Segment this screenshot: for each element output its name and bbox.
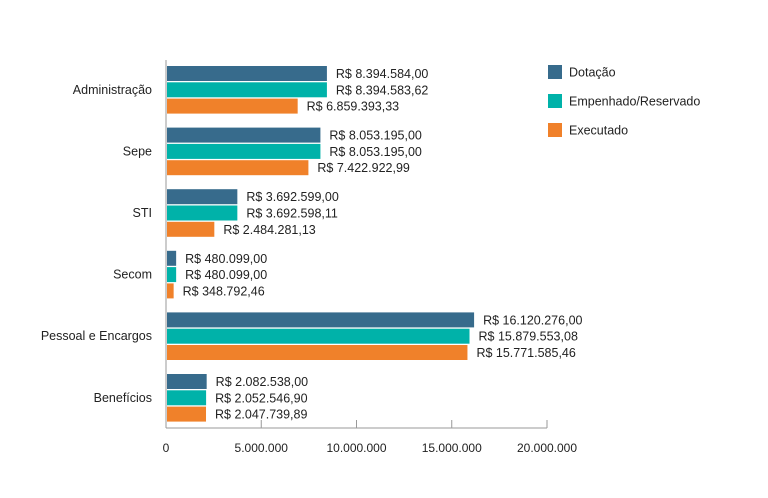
bar-dota-o [167, 189, 238, 205]
bar-executado [167, 98, 298, 114]
bar-executado [167, 221, 215, 237]
data-label: R$ 2.047.739,89 [215, 408, 307, 422]
bar-empenhado-reservado [167, 328, 470, 344]
legend-swatch [548, 94, 562, 108]
legend-swatch [548, 123, 562, 137]
data-label: R$ 3.692.598,11 [246, 207, 338, 221]
data-label: R$ 480.099,00 [185, 268, 267, 282]
data-label: R$ 2.484.281,13 [223, 223, 315, 237]
bar-dota-o [167, 250, 177, 266]
x-tick-label: 10.000.000 [326, 441, 386, 455]
bar-empenhado-reservado [167, 143, 321, 159]
legend-swatch [548, 65, 562, 79]
category-label: STI [133, 206, 152, 220]
data-label: R$ 15.879.553,08 [479, 330, 578, 344]
data-label: R$ 7.422.922,99 [317, 161, 409, 175]
data-label: R$ 6.859.393,33 [307, 100, 399, 114]
bar-dota-o [167, 66, 327, 81]
data-label: R$ 16.120.276,00 [483, 313, 582, 327]
x-tick-label: 0 [163, 441, 170, 455]
bar-dota-o [167, 127, 321, 143]
legend-label: Empenhado/Reservado [569, 95, 700, 109]
legend-label: Executado [569, 124, 628, 138]
category-label: Administração [73, 83, 152, 97]
bar-executado [167, 406, 207, 422]
bar-executado [167, 283, 174, 299]
data-label: R$ 3.692.599,00 [246, 190, 338, 204]
data-label: R$ 8.053.195,00 [329, 145, 421, 159]
bar-executado [167, 345, 468, 360]
data-label: R$ 2.052.546,90 [215, 391, 307, 405]
x-tick-label: 20.000.000 [517, 441, 577, 455]
bar-dota-o [167, 374, 207, 389]
legend-label: Dotação [569, 66, 616, 80]
x-tick-label: 5.000.000 [235, 441, 289, 455]
bar-executado [167, 160, 309, 176]
category-label: Secom [113, 268, 152, 282]
bar-empenhado-reservado [167, 205, 238, 221]
bar-empenhado-reservado [167, 82, 327, 98]
data-label: R$ 480.099,00 [185, 252, 267, 266]
category-label: Sepe [123, 144, 152, 158]
category-label: Benefícios [94, 391, 152, 405]
category-label: Pessoal e Encargos [41, 329, 152, 343]
bar-empenhado-reservado [167, 267, 177, 283]
data-label: R$ 8.394.584,00 [336, 67, 428, 81]
data-label: R$ 15.771.585,46 [476, 346, 575, 360]
bar-empenhado-reservado [167, 390, 207, 406]
data-label: R$ 8.053.195,00 [329, 129, 421, 143]
bar-dota-o [167, 312, 475, 328]
data-label: R$ 8.394.583,62 [336, 83, 428, 97]
x-tick-label: 15.000.000 [422, 441, 482, 455]
data-label: R$ 348.792,46 [183, 284, 265, 298]
data-label: R$ 2.082.538,00 [216, 375, 308, 389]
